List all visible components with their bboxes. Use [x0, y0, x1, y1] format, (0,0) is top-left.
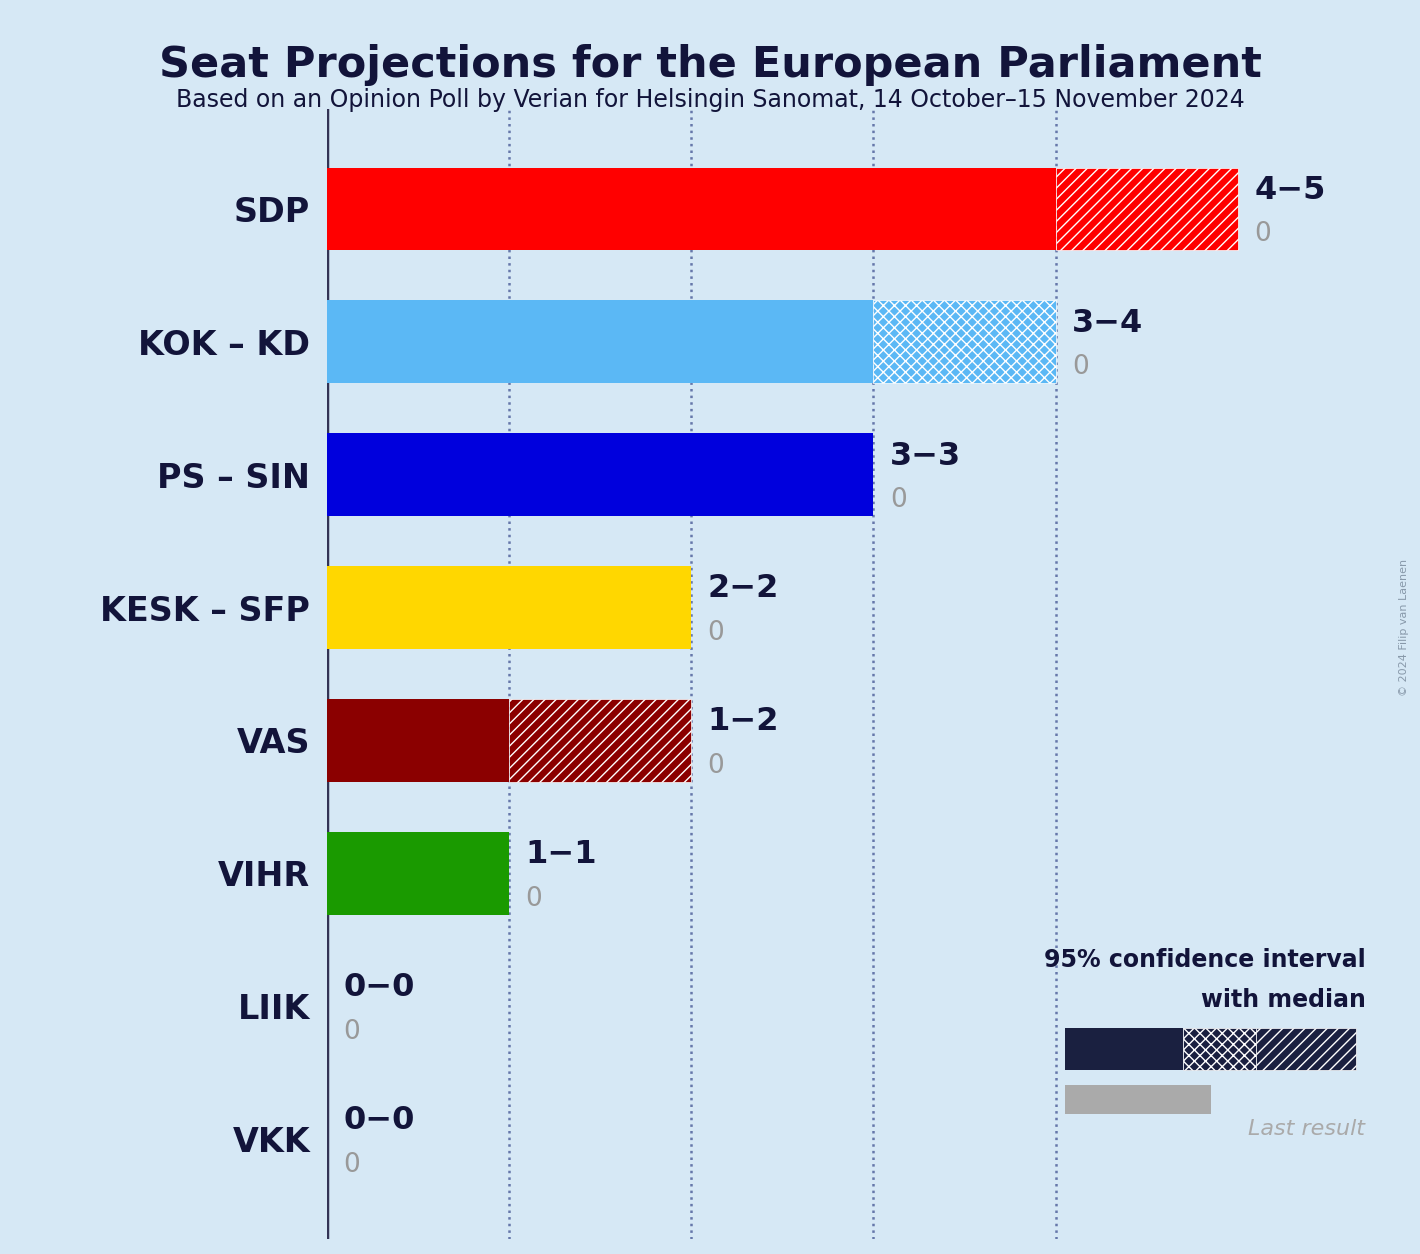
Text: 0: 0	[344, 1151, 359, 1178]
Text: 0−0: 0−0	[344, 972, 415, 1003]
Text: 0: 0	[1254, 221, 1271, 247]
Text: 1−2: 1−2	[707, 706, 780, 737]
Bar	[327, 434, 873, 515]
Text: 0: 0	[890, 487, 906, 513]
Text: 0: 0	[525, 885, 542, 912]
Bar	[327, 700, 508, 781]
Text: Based on an Opinion Poll by Verian for Helsingin Sanomat, 14 October–15 November: Based on an Opinion Poll by Verian for H…	[176, 88, 1244, 112]
Bar	[327, 301, 873, 382]
Text: 0: 0	[344, 1018, 359, 1045]
Text: 95% confidence interval: 95% confidence interval	[1044, 948, 1366, 972]
Text: 1−1: 1−1	[525, 839, 596, 870]
Text: with median: with median	[1200, 988, 1366, 1012]
Bar	[327, 833, 508, 914]
Text: © 2024 Filip van Laenen: © 2024 Filip van Laenen	[1399, 558, 1409, 696]
Text: 0: 0	[707, 619, 724, 646]
Text: 3−4: 3−4	[1072, 307, 1143, 339]
Text: 0: 0	[707, 752, 724, 779]
Text: Seat Projections for the European Parliament: Seat Projections for the European Parlia…	[159, 44, 1261, 85]
Text: 0: 0	[1072, 354, 1089, 380]
Bar	[327, 567, 692, 648]
Bar	[873, 301, 1055, 382]
Bar	[1065, 1085, 1211, 1114]
Bar	[1183, 1027, 1257, 1070]
Bar	[1065, 1027, 1183, 1070]
Text: 0−0: 0−0	[344, 1105, 415, 1136]
Bar	[327, 168, 1055, 250]
Bar	[1055, 168, 1238, 250]
Text: 4−5: 4−5	[1254, 174, 1326, 206]
Text: 2−2: 2−2	[707, 573, 780, 604]
Text: 3−3: 3−3	[890, 440, 961, 472]
Bar	[1257, 1027, 1356, 1070]
Bar	[508, 700, 692, 781]
Text: Last result: Last result	[1248, 1119, 1366, 1139]
